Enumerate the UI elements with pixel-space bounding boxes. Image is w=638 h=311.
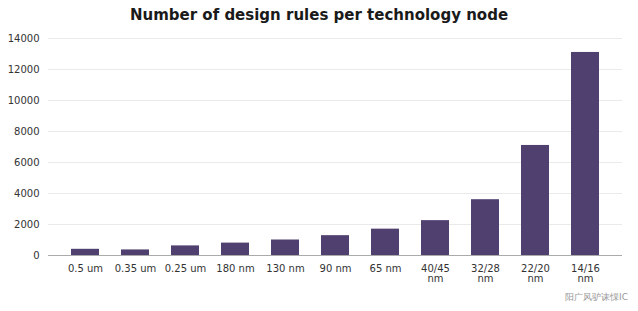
html-text:Number of design rules per tec: Number of design rules per technology no… — [129, 6, 509, 24]
svg-text:8000: 8000 — [14, 126, 39, 137]
svg-text:0.25 um: 0.25 um — [165, 263, 207, 274]
svg-text:32/28nm: 32/28nm — [471, 263, 500, 284]
svg-text:22/20nm: 22/20nm — [521, 263, 550, 284]
svg-text:10000: 10000 — [8, 95, 40, 106]
svg-text:14/16nm: 14/16nm — [571, 263, 600, 284]
svg-text:180 nm: 180 nm — [216, 263, 254, 274]
svg-text:130 nm: 130 nm — [266, 263, 304, 274]
svg-text:65 nm: 65 nm — [370, 263, 402, 274]
svg-text:2000: 2000 — [14, 219, 39, 230]
svg-text:90 nm: 90 nm — [320, 263, 352, 274]
svg-text:0: 0 — [33, 250, 39, 261]
svg-text:14000: 14000 — [8, 33, 40, 44]
svg-text:0.35 um: 0.35 um — [115, 263, 157, 274]
svg-text:6000: 6000 — [14, 157, 39, 168]
svg-text:4000: 4000 — [14, 188, 39, 199]
svg-text:12000: 12000 — [8, 64, 40, 75]
svg-text:40/45nm: 40/45nm — [421, 263, 450, 284]
svg-text:0.5 um: 0.5 um — [68, 263, 103, 274]
html-text:阳广风驴诔惈IC: 阳广风驴诔惈IC — [565, 292, 628, 302]
